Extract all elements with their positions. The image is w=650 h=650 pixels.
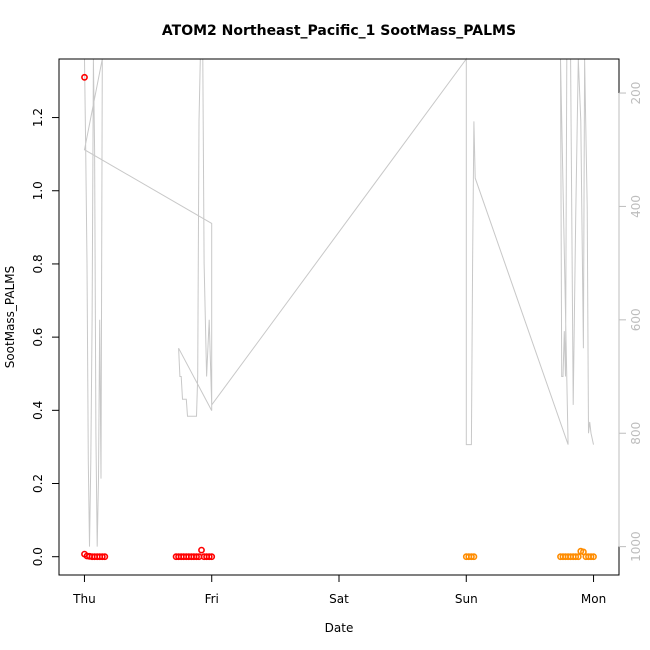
y-tick-label: 0.2 (31, 474, 45, 493)
x-axis-label: Date (325, 621, 354, 635)
data-point (590, 553, 597, 561)
right-y-tick-label: 1000 (629, 531, 643, 562)
y-axis: 0.0 0.2 0.4 0.6 0.8 1.0 1.2 (31, 108, 60, 566)
data-point (470, 553, 478, 561)
right-y-axis: 200 400 600 800 1000 (618, 82, 643, 562)
data-point (572, 553, 580, 561)
data-point (101, 553, 109, 561)
y-tick-label: 0.6 (31, 328, 45, 347)
data-point (193, 553, 200, 561)
plot-frame (58, 58, 620, 576)
data-point (467, 553, 475, 561)
y-tick-label: 0.8 (31, 254, 45, 273)
x-tick-label: Sat (329, 592, 349, 606)
y-tick-label: 1.2 (31, 108, 45, 127)
data-point (198, 546, 205, 554)
right-y-tick-label: 800 (629, 422, 643, 445)
data-point (587, 553, 595, 561)
y-tick-label: 0.4 (31, 401, 45, 420)
right-y-tick-label: 400 (629, 195, 643, 218)
data-point (205, 553, 213, 561)
chart-title: ATOM2 Northeast_Pacific_1 SootMass_PALMS (162, 23, 516, 39)
right-y-tick-label: 600 (629, 308, 643, 331)
x-tick-label: Sun (455, 592, 478, 606)
x-tick-label: Fri (205, 592, 219, 606)
altitude-line-layer (83, 57, 594, 547)
right-y-tick-label: 200 (629, 82, 643, 105)
data-point (208, 553, 216, 561)
data-points-layer (81, 73, 597, 561)
x-axis: Thu Fri Sat Sun Mon (72, 574, 606, 606)
data-point (81, 73, 88, 81)
altitude-line (83, 57, 594, 547)
y-axis-label: SootMass_PALMS (3, 266, 17, 369)
x-tick-label: Thu (72, 592, 96, 606)
y-tick-label: 1.0 (31, 181, 45, 200)
y-tick-label: 0.0 (31, 547, 45, 566)
data-point (574, 553, 582, 561)
data-point (98, 553, 106, 561)
x-tick-label: Mon (581, 592, 606, 606)
